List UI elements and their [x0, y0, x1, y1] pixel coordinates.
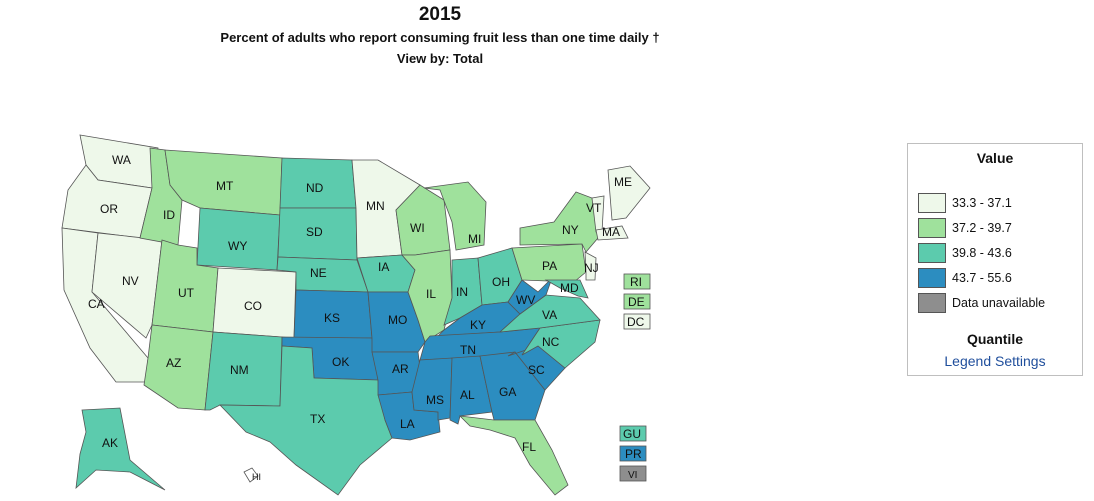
- label-WA: WA: [112, 153, 131, 167]
- state-FL[interactable]: [458, 415, 569, 496]
- state-DC[interactable]: [623, 313, 651, 330]
- label-NM: NM: [230, 363, 249, 377]
- label-ND: ND: [306, 181, 324, 195]
- state-VI[interactable]: [619, 465, 647, 482]
- label-UT: UT: [178, 286, 195, 300]
- label-PR: PR: [625, 447, 642, 461]
- map-legend: Value 33.3 - 37.1 37.2 - 39.7 39.8 - 43.…: [907, 143, 1083, 376]
- map-year-title: 2015: [418, 4, 462, 25]
- label-IN: IN: [456, 285, 468, 299]
- label-CA: CA: [88, 297, 105, 311]
- legend-swatch: [918, 217, 946, 238]
- state-MD[interactable]: [544, 279, 589, 299]
- label-TX: TX: [310, 412, 325, 426]
- label-SC: SC: [528, 363, 545, 377]
- label-SD: SD: [306, 225, 323, 239]
- label-MS: MS: [426, 393, 444, 407]
- legend-swatch: [918, 292, 946, 313]
- label-AK: AK: [102, 436, 118, 450]
- view-by-label: View by: Total: [396, 51, 484, 66]
- label-AZ: AZ: [166, 356, 181, 370]
- label-TN: TN: [460, 343, 476, 357]
- label-RI: RI: [630, 275, 642, 289]
- legend-item-label: 33.3 - 37.1: [952, 195, 1012, 210]
- label-OH: OH: [492, 275, 510, 289]
- label-WY: WY: [228, 239, 247, 253]
- legend-item-label: 39.8 - 43.6: [952, 245, 1012, 260]
- legend-item-label: 43.7 - 55.6: [952, 270, 1012, 285]
- label-AL: AL: [460, 388, 475, 402]
- label-MD: MD: [560, 281, 579, 295]
- state-HI[interactable]: [243, 467, 259, 483]
- state-MA[interactable]: [595, 225, 629, 241]
- legend-swatch: [918, 267, 946, 288]
- label-NE: NE: [310, 266, 327, 280]
- state-DE[interactable]: [623, 293, 651, 310]
- label-GA: GA: [499, 385, 516, 399]
- us-choropleth-map: WA OR CA NV ID MT WY UT CO AZ NM ND SD N…: [61, 134, 651, 496]
- state-PR[interactable]: [619, 445, 647, 462]
- label-OR: OR: [100, 202, 118, 216]
- legend-item[interactable]: 39.8 - 43.6: [918, 240, 1082, 265]
- label-KY: KY: [470, 318, 486, 332]
- label-ID: ID: [163, 208, 175, 222]
- legend-item-label: Data unavailable: [952, 295, 1046, 310]
- legend-list: 33.3 - 37.1 37.2 - 39.7 39.8 - 43.6 43.7…: [918, 190, 1082, 315]
- state-AK[interactable]: [75, 407, 166, 491]
- label-NC: NC: [542, 335, 560, 349]
- label-MN: MN: [366, 199, 385, 213]
- state-TX[interactable]: [219, 345, 393, 496]
- label-DE: DE: [628, 295, 645, 309]
- label-NJ: NJ: [584, 261, 599, 275]
- label-NV: NV: [122, 274, 139, 288]
- label-IL: IL: [426, 287, 436, 301]
- legend-swatch: [918, 192, 946, 213]
- label-VA: VA: [542, 308, 557, 322]
- label-IA: IA: [378, 260, 389, 274]
- label-MI: MI: [468, 232, 481, 246]
- label-GU: GU: [623, 427, 641, 441]
- legend-item-label: 37.2 - 39.7: [952, 220, 1012, 235]
- legend-item[interactable]: 33.3 - 37.1: [918, 190, 1082, 215]
- label-KS: KS: [324, 311, 340, 325]
- label-WV: WV: [516, 293, 535, 307]
- label-VT: VT: [586, 201, 602, 215]
- label-MT: MT: [216, 179, 234, 193]
- label-MO: MO: [388, 313, 407, 327]
- label-HI: HI: [252, 472, 261, 482]
- legend-item[interactable]: 37.2 - 39.7: [918, 215, 1082, 240]
- label-CO: CO: [244, 299, 262, 313]
- state-RI[interactable]: [623, 273, 651, 290]
- label-MA: MA: [602, 225, 620, 239]
- label-OK: OK: [332, 355, 349, 369]
- legend-settings-link[interactable]: Legend Settings: [944, 353, 1046, 369]
- legend-swatch: [918, 242, 946, 263]
- label-FL: FL: [522, 440, 536, 454]
- map-subtitle: Percent of adults who report consuming f…: [220, 30, 660, 45]
- state-MS[interactable]: [411, 357, 453, 421]
- legend-item[interactable]: Data unavailable: [918, 290, 1082, 315]
- label-LA: LA: [400, 417, 415, 431]
- label-DC: DC: [627, 315, 645, 329]
- label-NY: NY: [562, 223, 579, 237]
- state-labels: WA OR CA NV ID MT WY UT CO AZ NM ND SD N…: [88, 153, 645, 482]
- state-PA[interactable]: [511, 243, 587, 283]
- state-NJ[interactable]: [584, 251, 597, 281]
- state-ME[interactable]: [607, 165, 651, 221]
- state-MI[interactable]: [423, 181, 487, 251]
- label-ME: ME: [614, 175, 632, 189]
- label-WI: WI: [410, 221, 425, 235]
- legend-classification-method: Quantile: [966, 331, 1023, 347]
- legend-title: Value: [976, 150, 1014, 166]
- map-header: 2015 Percent of adults who report consum…: [0, 0, 880, 66]
- legend-item[interactable]: 43.7 - 55.6: [918, 265, 1082, 290]
- state-GU[interactable]: [619, 425, 647, 442]
- label-AR: AR: [392, 362, 409, 376]
- label-VI: VI: [628, 470, 637, 481]
- label-PA: PA: [542, 259, 557, 273]
